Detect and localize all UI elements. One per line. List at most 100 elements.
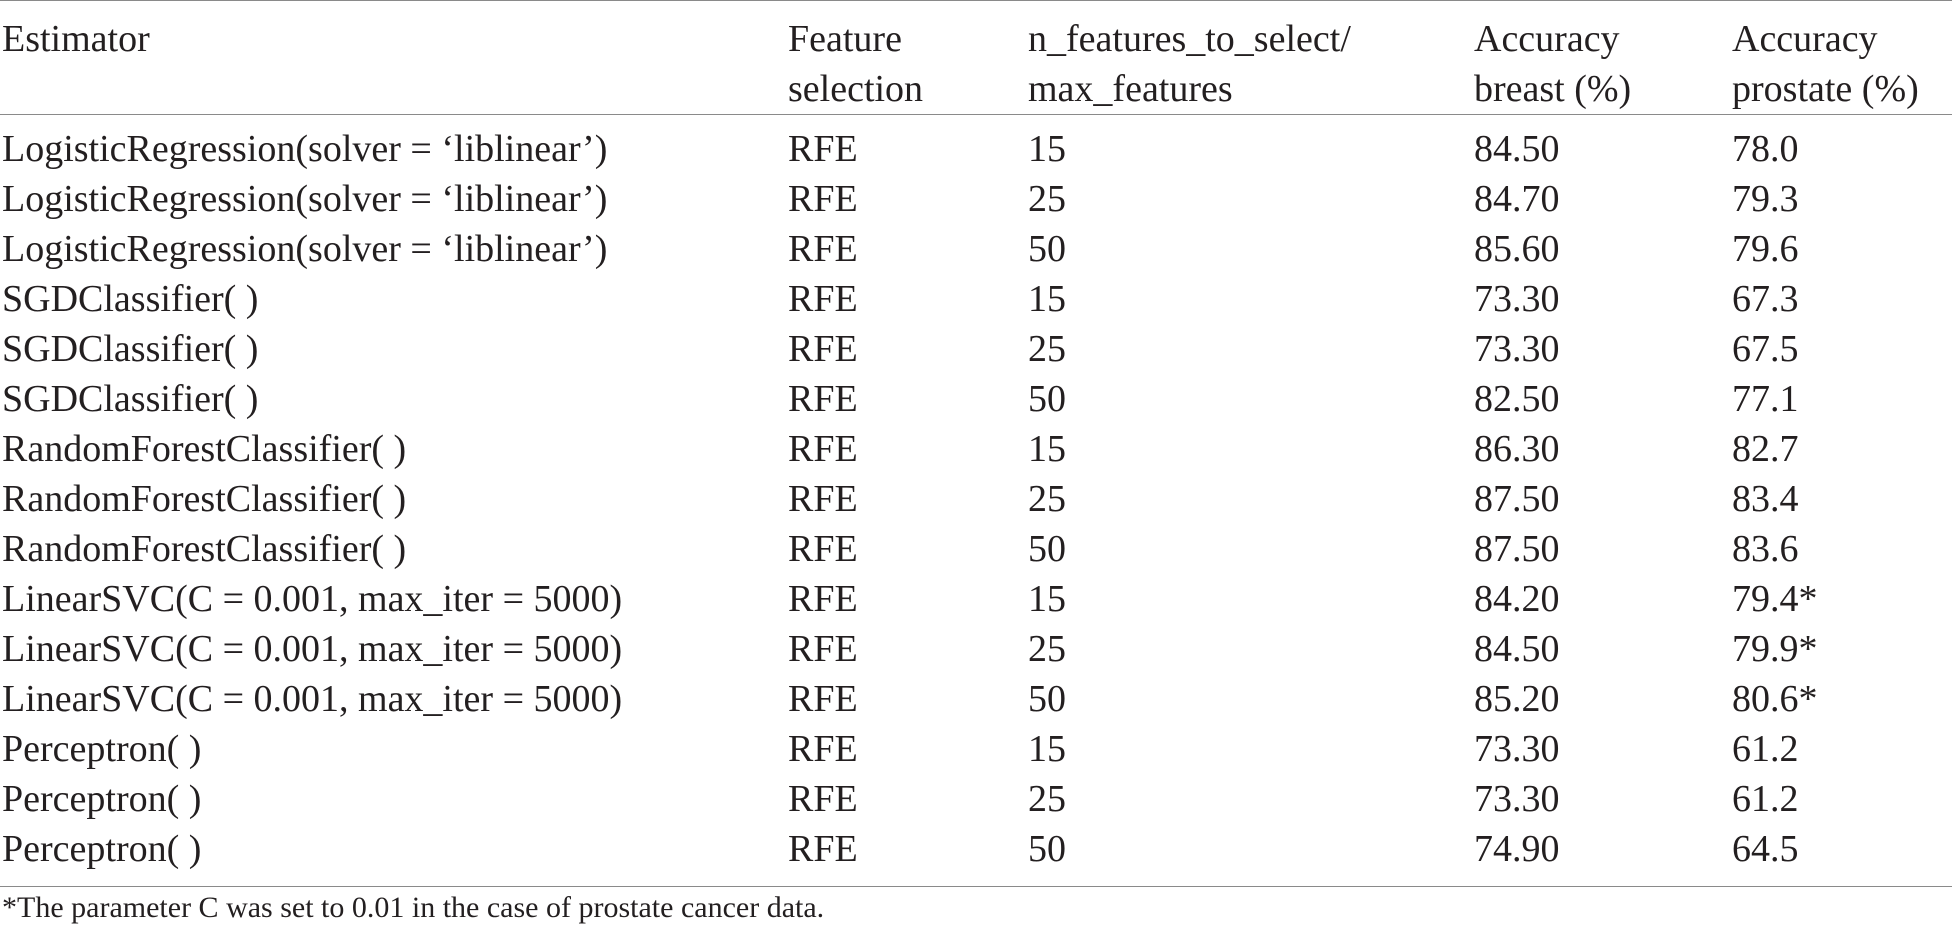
table-row: LogisticRegression(solver = ‘liblinear’)…: [0, 124, 1952, 174]
feature-selection-cell: RFE: [788, 778, 858, 820]
accuracy-prostate-cell: 61.2: [1732, 778, 1799, 820]
table-header: Estimator Feature selection n_features_t…: [0, 8, 1952, 112]
estimator-cell: RandomForestClassifier( ): [2, 428, 407, 470]
table-row: Perceptron( ) RFE 15 73.30 61.2: [0, 724, 1952, 774]
feature-selection-cell: RFE: [788, 828, 858, 870]
header-feature-selection: Feature selection: [788, 18, 924, 110]
table-body: LogisticRegression(solver = ‘liblinear’)…: [0, 124, 1952, 874]
estimator-cell: LogisticRegression(solver = ‘liblinear’): [2, 128, 608, 170]
table-row: RandomForestClassifier( ) RFE 50 87.50 83.6: [0, 524, 1952, 574]
accuracy-breast-cell: 85.60: [1474, 228, 1560, 270]
estimator-cell: RandomForestClassifier( ): [2, 478, 407, 520]
accuracy-breast-cell: 85.20: [1474, 678, 1560, 720]
n-features-cell: 50: [1028, 228, 1066, 270]
header-bottom-rule: [0, 114, 1952, 115]
accuracy-prostate-cell: 77.1: [1732, 378, 1799, 420]
n-features-cell: 15: [1028, 128, 1066, 170]
accuracy-prostate-cell: 83.4: [1732, 478, 1799, 520]
n-features-cell: 25: [1028, 628, 1066, 670]
n-features-cell: 50: [1028, 828, 1066, 870]
table-row: SGDClassifier( ) RFE 15 73.30 67.3: [0, 274, 1952, 324]
header-n-features: n_features_to_select/ max_features: [1028, 18, 1351, 110]
n-features-cell: 15: [1028, 578, 1066, 620]
table-row: LinearSVC(C = 0.001, max_iter = 5000) RFE…: [0, 674, 1952, 724]
header-estimator: Estimator: [2, 18, 150, 60]
estimator-cell: LinearSVC(C = 0.001, max_iter = 5000): [2, 578, 623, 620]
accuracy-prostate-cell: 80.6*: [1732, 678, 1818, 720]
table-footnote: *The parameter C was set to 0.01 in the …: [2, 891, 825, 924]
n-features-cell: 50: [1028, 528, 1066, 570]
feature-selection-cell: RFE: [788, 678, 858, 720]
table-row: LinearSVC(C = 0.001, max_iter = 5000) RFE…: [0, 624, 1952, 674]
accuracy-breast-cell: 73.30: [1474, 328, 1560, 370]
feature-selection-cell: RFE: [788, 178, 858, 220]
n-features-cell: 15: [1028, 428, 1066, 470]
table-top-rule: [0, 0, 1952, 1]
estimator-cell: SGDClassifier( ): [2, 328, 259, 370]
accuracy-breast-cell: 82.50: [1474, 378, 1560, 420]
accuracy-breast-cell: 87.50: [1474, 528, 1560, 570]
feature-selection-cell: RFE: [788, 528, 858, 570]
feature-selection-cell: RFE: [788, 478, 858, 520]
n-features-cell: 50: [1028, 378, 1066, 420]
accuracy-prostate-cell: 64.5: [1732, 828, 1799, 870]
accuracy-prostate-cell: 79.3: [1732, 178, 1799, 220]
accuracy-breast-cell: 73.30: [1474, 728, 1560, 770]
n-features-cell: 50: [1028, 678, 1066, 720]
estimator-cell: LinearSVC(C = 0.001, max_iter = 5000): [2, 628, 623, 670]
accuracy-prostate-cell: 67.3: [1732, 278, 1799, 320]
table-row: LogisticRegression(solver = ‘liblinear’)…: [0, 224, 1952, 274]
accuracy-breast-cell: 73.30: [1474, 278, 1560, 320]
estimator-cell: Perceptron( ): [2, 728, 202, 770]
table-bottom-rule: [0, 886, 1952, 887]
n-features-cell: 15: [1028, 728, 1066, 770]
accuracy-prostate-cell: 83.6: [1732, 528, 1799, 570]
accuracy-prostate-cell: 79.9*: [1732, 628, 1818, 670]
accuracy-prostate-cell: 79.4*: [1732, 578, 1818, 620]
estimator-cell: Perceptron( ): [2, 828, 202, 870]
accuracy-prostate-cell: 79.6: [1732, 228, 1799, 270]
table-row: Perceptron( ) RFE 50 74.90 64.5: [0, 824, 1952, 874]
estimator-cell: SGDClassifier( ): [2, 278, 259, 320]
n-features-cell: 25: [1028, 178, 1066, 220]
feature-selection-cell: RFE: [788, 328, 858, 370]
accuracy-breast-cell: 84.50: [1474, 628, 1560, 670]
feature-selection-cell: RFE: [788, 578, 858, 620]
feature-selection-cell: RFE: [788, 628, 858, 670]
accuracy-breast-cell: 73.30: [1474, 778, 1560, 820]
feature-selection-cell: RFE: [788, 728, 858, 770]
accuracy-breast-cell: 84.20: [1474, 578, 1560, 620]
feature-selection-cell: RFE: [788, 128, 858, 170]
accuracy-prostate-cell: 67.5: [1732, 328, 1799, 370]
n-features-cell: 25: [1028, 328, 1066, 370]
table-row: LinearSVC(C = 0.001, max_iter = 5000) RFE…: [0, 574, 1952, 624]
accuracy-prostate-cell: 61.2: [1732, 728, 1799, 770]
accuracy-breast-cell: 86.30: [1474, 428, 1560, 470]
table-row: LogisticRegression(solver = ‘liblinear’)…: [0, 174, 1952, 224]
accuracy-breast-cell: 84.70: [1474, 178, 1560, 220]
accuracy-breast-cell: 74.90: [1474, 828, 1560, 870]
feature-selection-cell: RFE: [788, 428, 858, 470]
table-row: Perceptron( ) RFE 25 73.30 61.2: [0, 774, 1952, 824]
n-features-cell: 15: [1028, 278, 1066, 320]
table-row: RandomForestClassifier( ) RFE 25 87.50 83.4: [0, 474, 1952, 524]
accuracy-breast-cell: 84.50: [1474, 128, 1560, 170]
table-row: RandomForestClassifier( ) RFE 15 86.30 82.7: [0, 424, 1952, 474]
feature-selection-cell: RFE: [788, 378, 858, 420]
estimator-cell: SGDClassifier( ): [2, 378, 259, 420]
estimator-cell: LogisticRegression(solver = ‘liblinear’): [2, 228, 608, 270]
table-row: SGDClassifier( ) RFE 50 82.50 77.1: [0, 374, 1952, 424]
accuracy-prostate-cell: 82.7: [1732, 428, 1799, 470]
estimator-cell: RandomForestClassifier( ): [2, 528, 407, 570]
n-features-cell: 25: [1028, 478, 1066, 520]
n-features-cell: 25: [1028, 778, 1066, 820]
table-row: SGDClassifier( ) RFE 25 73.30 67.5: [0, 324, 1952, 374]
accuracy-prostate-cell: 78.0: [1732, 128, 1799, 170]
accuracy-breast-cell: 87.50: [1474, 478, 1560, 520]
estimator-cell: LinearSVC(C = 0.001, max_iter = 5000): [2, 678, 623, 720]
feature-selection-cell: RFE: [788, 278, 858, 320]
estimator-cell: LogisticRegression(solver = ‘liblinear’): [2, 178, 608, 220]
estimator-cell: Perceptron( ): [2, 778, 202, 820]
feature-selection-cell: RFE: [788, 228, 858, 270]
header-accuracy-breast: Accuracy breast (%): [1474, 18, 1632, 110]
